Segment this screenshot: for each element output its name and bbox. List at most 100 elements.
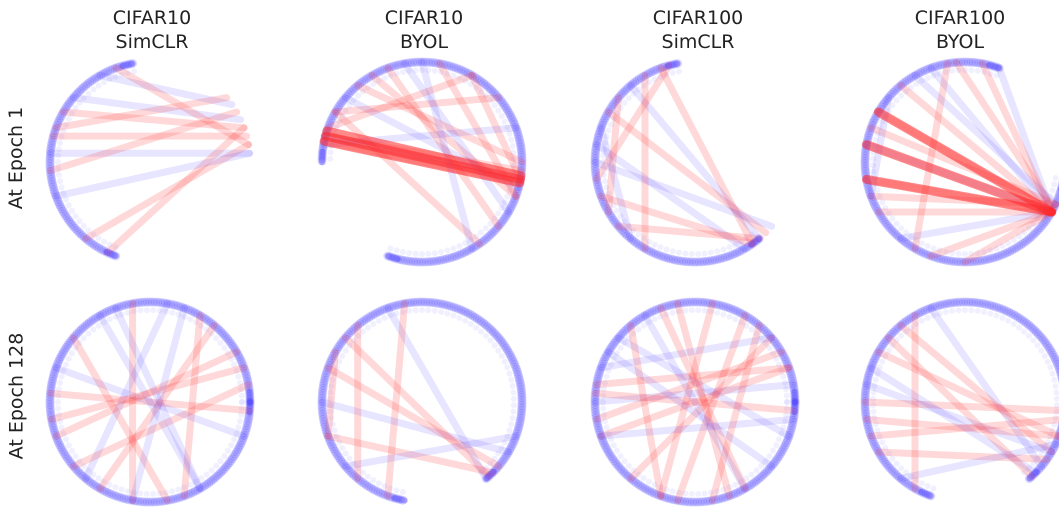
embedding-point bbox=[931, 486, 937, 492]
embedding-point bbox=[483, 333, 489, 339]
embedding-point bbox=[890, 456, 896, 462]
chart-panel bbox=[40, 292, 260, 512]
embedding-point bbox=[235, 374, 241, 380]
embedding-point bbox=[727, 314, 733, 320]
embedding-point bbox=[343, 450, 349, 456]
embedding-point bbox=[600, 405, 606, 411]
embedding-point bbox=[59, 374, 65, 380]
embedding-point bbox=[727, 244, 733, 250]
embedding-point bbox=[510, 143, 516, 149]
embedding-point bbox=[69, 350, 75, 356]
embedding-point bbox=[773, 442, 779, 448]
circle-embedding-plot bbox=[855, 292, 1059, 512]
embedding-point bbox=[720, 247, 726, 253]
embedding-point bbox=[994, 313, 1000, 319]
embedding-point bbox=[511, 396, 517, 402]
embedding-point bbox=[1042, 353, 1048, 359]
circle-embedding-plot bbox=[40, 292, 260, 512]
embedding-point bbox=[81, 223, 87, 229]
embedding-point bbox=[894, 97, 900, 103]
embedding-point bbox=[107, 316, 113, 322]
embedding-point bbox=[96, 83, 102, 89]
embedding-point bbox=[689, 251, 695, 257]
embedding-point bbox=[626, 463, 632, 469]
embedding-point bbox=[478, 230, 484, 236]
embedding-point bbox=[1030, 337, 1036, 343]
embedding-point bbox=[239, 393, 245, 399]
embedding-point bbox=[1035, 342, 1041, 348]
embedding-point bbox=[968, 307, 974, 313]
embedding-point bbox=[473, 325, 479, 331]
embedding-point bbox=[664, 247, 670, 253]
embedding-point bbox=[770, 448, 776, 454]
embedding-point bbox=[419, 251, 425, 257]
embedding-point bbox=[784, 399, 790, 405]
circle-embedding-plot bbox=[585, 292, 805, 512]
embedding-point bbox=[478, 329, 484, 335]
embedding-point bbox=[438, 249, 444, 255]
embedding-point bbox=[652, 242, 658, 248]
embedding-point bbox=[508, 137, 514, 143]
embedding-point bbox=[1045, 359, 1051, 365]
embedding-point bbox=[413, 251, 419, 257]
embedding-point bbox=[69, 448, 75, 454]
embedding-point bbox=[702, 251, 708, 257]
embedding-point bbox=[213, 335, 219, 341]
embedding-point bbox=[604, 374, 610, 380]
embedding-point bbox=[622, 100, 628, 106]
embedding-point bbox=[499, 113, 505, 119]
embedding-point bbox=[425, 307, 431, 313]
embedding-point bbox=[73, 453, 79, 459]
cluster-segment bbox=[394, 498, 404, 500]
embedding-point bbox=[956, 307, 962, 313]
embedding-point bbox=[1011, 321, 1017, 327]
embedding-point bbox=[225, 448, 231, 454]
embedding-point bbox=[495, 348, 501, 354]
embedding-point bbox=[432, 250, 438, 256]
embedding-point bbox=[57, 178, 63, 184]
chart-panel bbox=[585, 292, 805, 512]
embedding-point bbox=[689, 307, 695, 313]
embedding-point bbox=[695, 251, 701, 257]
embedding-point bbox=[406, 250, 412, 256]
embedding-point bbox=[451, 313, 457, 319]
embedding-point bbox=[714, 248, 720, 254]
embedding-point bbox=[898, 465, 904, 471]
embedding-point bbox=[1016, 325, 1022, 331]
embedding-point bbox=[999, 315, 1005, 321]
embedding-point bbox=[898, 225, 904, 231]
row-label: At Epoch 1 bbox=[0, 58, 32, 258]
embedding-point bbox=[658, 244, 664, 250]
column-title-method: SimCLR bbox=[598, 30, 798, 54]
embedding-point bbox=[66, 202, 72, 208]
embedding-point bbox=[365, 473, 371, 479]
embedding-point bbox=[1005, 318, 1011, 324]
embedding-point bbox=[784, 393, 790, 399]
embedding-point bbox=[987, 311, 993, 317]
chart-panel bbox=[312, 292, 532, 512]
cluster-segment bbox=[989, 65, 999, 68]
embedding-point bbox=[898, 333, 904, 339]
embedding-point bbox=[1050, 187, 1056, 193]
embedding-point bbox=[169, 310, 175, 316]
embedding-point bbox=[370, 477, 376, 483]
cluster-segment bbox=[795, 402, 796, 413]
embedding-point bbox=[355, 93, 361, 99]
embedding-point bbox=[919, 318, 925, 324]
embedding-point bbox=[119, 487, 125, 493]
embedding-point bbox=[66, 356, 72, 362]
embedding-point bbox=[975, 68, 981, 74]
embedding-point bbox=[413, 307, 419, 313]
embedding-point bbox=[63, 362, 69, 368]
embedding-point bbox=[144, 307, 150, 313]
embedding-point bbox=[55, 405, 61, 411]
embedding-point bbox=[487, 337, 493, 343]
chart-panel bbox=[585, 52, 805, 272]
embedding-point bbox=[925, 315, 931, 321]
embedding-point bbox=[676, 250, 682, 256]
embedding-point bbox=[394, 247, 400, 253]
chart-panel bbox=[855, 52, 1059, 272]
column-title-dataset: CIFAR100 bbox=[598, 6, 798, 30]
embedding-point bbox=[137, 308, 143, 314]
embedding-point bbox=[502, 359, 508, 365]
